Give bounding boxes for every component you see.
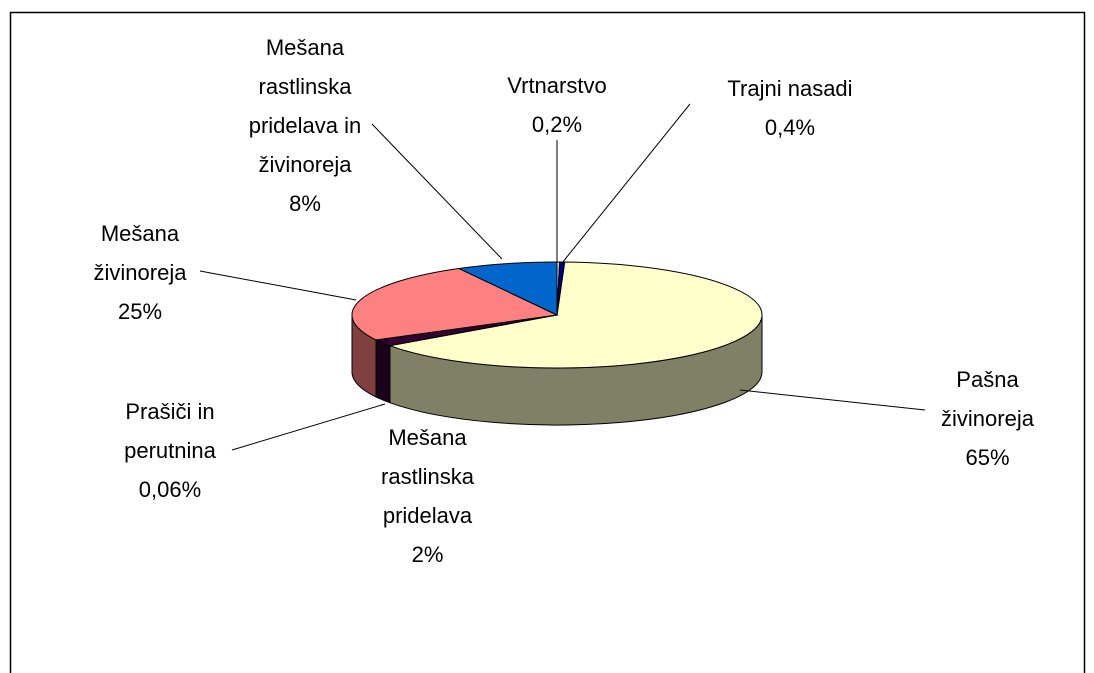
slice bbox=[387, 261, 763, 369]
leader-line bbox=[561, 103, 691, 264]
value-label: 8% bbox=[289, 191, 321, 216]
leader-line bbox=[739, 389, 926, 411]
leader-line bbox=[199, 270, 357, 301]
frame bbox=[9, 11, 1086, 673]
category-label: Mešana rastlinska pridelava in živinorej… bbox=[248, 35, 362, 177]
category-label: Trajni nasadi bbox=[727, 76, 853, 101]
value-label: 0,06% bbox=[138, 477, 202, 502]
slice-side bbox=[375, 339, 391, 404]
slice bbox=[351, 267, 559, 341]
slice bbox=[556, 261, 566, 316]
slice-label: Trajni nasadi 0,4% bbox=[690, 69, 890, 147]
value-label: 65% bbox=[965, 445, 1010, 470]
slice-label: Prašiči in perutnina 0,06% bbox=[105, 392, 235, 509]
value-label: 2% bbox=[411, 542, 444, 567]
slice-label: Mešana rastlinska pridelava in živinorej… bbox=[225, 28, 385, 223]
slice-label: Vrtnarstvo 0,2% bbox=[457, 66, 657, 144]
leader-line bbox=[231, 403, 386, 451]
value-label: 25% bbox=[117, 299, 163, 324]
slice-label: Pašna živinoreja 65% bbox=[925, 360, 1050, 477]
value-label: 0,4% bbox=[764, 115, 816, 140]
slice-label: Mešana živinoreja 25% bbox=[75, 214, 205, 331]
value-label: 0,2% bbox=[531, 112, 583, 137]
category-label: Mešana živinoreja bbox=[93, 221, 187, 285]
leader-line bbox=[371, 123, 503, 260]
category-label: Prašiči in perutnina bbox=[124, 399, 216, 463]
category-label: Pašna živinoreja bbox=[941, 367, 1034, 431]
category-label: Mešana rastlinska pridelava bbox=[381, 425, 474, 528]
slice bbox=[457, 261, 558, 316]
category-label: Vrtnarstvo bbox=[507, 73, 607, 98]
slice-label: Mešana rastlinska pridelava 2% bbox=[370, 418, 485, 574]
